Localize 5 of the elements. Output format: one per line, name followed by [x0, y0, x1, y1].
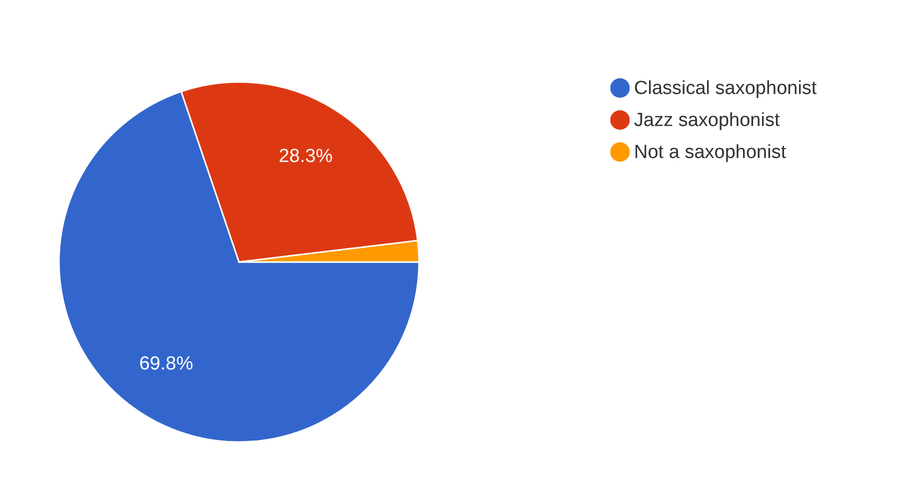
legend-label: Classical saxophonist	[634, 78, 818, 99]
legend-label: Not a saxophonist	[634, 142, 787, 163]
data-label: 28.3%	[278, 146, 333, 168]
legend-label: Jazz saxophonist	[634, 110, 780, 131]
data-label: 69.8%	[139, 354, 194, 375]
